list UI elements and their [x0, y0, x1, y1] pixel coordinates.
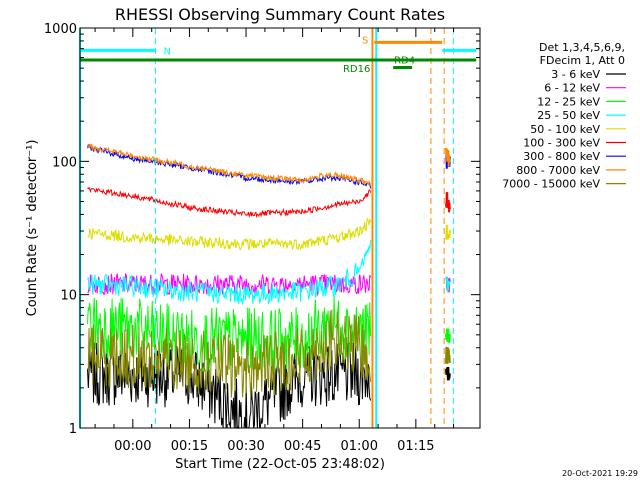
- series-resume-2: [445, 328, 451, 343]
- y-tick-label-1: 10: [60, 289, 77, 304]
- y-tick-label-2: 100: [52, 155, 77, 170]
- series-line-3: [87, 240, 372, 305]
- series-lines: [87, 143, 451, 430]
- flag-label-4: RD4: [394, 56, 415, 67]
- flag-label-3: RD16: [343, 64, 370, 75]
- series-line-6: [87, 144, 372, 189]
- plot-frame: [79, 27, 481, 429]
- y-tick-label-3: 1000: [44, 22, 77, 37]
- series-line-0: [87, 342, 372, 430]
- timestamp: 20-Oct-2021 19:29: [562, 469, 638, 478]
- series-line-2: [87, 295, 372, 373]
- legend-label-0: 3 - 6 keV: [551, 68, 600, 81]
- chart-title: RHESSI Observing Summary Count Rates: [115, 5, 445, 24]
- series-resume-7: [445, 147, 451, 167]
- series-line-4: [87, 217, 372, 251]
- flag-label-0: N: [163, 46, 170, 57]
- series-resume-8: [445, 346, 451, 364]
- legend-label-1: 6 - 12 keV: [544, 82, 600, 95]
- x-tick-label-4: 01:00: [341, 439, 378, 454]
- legend: Det 1,3,4,5,6,9,FDecim 1, Att 03 - 6 keV…: [502, 41, 626, 191]
- x-tick-label-3: 00:45: [284, 439, 321, 454]
- legend-label-5: 100 - 300 keV: [523, 137, 600, 150]
- legend-header-1: FDecim 1, Att 0: [540, 54, 625, 67]
- series-resume-4: [445, 224, 451, 240]
- legend-label-7: 800 - 7000 keV: [516, 164, 600, 177]
- y-tick-label-0: 1: [69, 422, 77, 437]
- legend-label-4: 50 - 100 keV: [530, 123, 600, 136]
- x-tick-label-0: 00:00: [114, 439, 151, 454]
- legend-label-6: 300 - 800 keV: [523, 150, 600, 163]
- x-tick-label-5: 01:15: [397, 439, 434, 454]
- legend-label-2: 12 - 25 keV: [537, 95, 600, 108]
- axes: 1 10 100 1000 00:00 00:15 00:30 00:45 01:00 01:15: [44, 22, 481, 454]
- x-tick-label-1: 00:15: [171, 439, 208, 454]
- series-resume-3: [445, 277, 451, 292]
- series-line-8: [87, 309, 372, 398]
- legend-header-0: Det 1,3,4,5,6,9,: [539, 41, 625, 54]
- series-line-5: [87, 186, 372, 219]
- y-axis-label: Count Rate (s⁻¹ detector⁻¹): [25, 140, 40, 317]
- series-line-7: [87, 143, 372, 187]
- flag-label-1: S: [362, 35, 368, 46]
- series-resume-5: [445, 191, 451, 213]
- x-axis-label: Start Time (22-Oct-05 23:48:02): [175, 457, 385, 472]
- legend-label-8: 7000 - 15000 keV: [502, 178, 600, 191]
- series-resume-0: [445, 366, 451, 381]
- legend-label-3: 25 - 50 keV: [537, 109, 600, 122]
- x-tick-label-2: 00:30: [227, 439, 264, 454]
